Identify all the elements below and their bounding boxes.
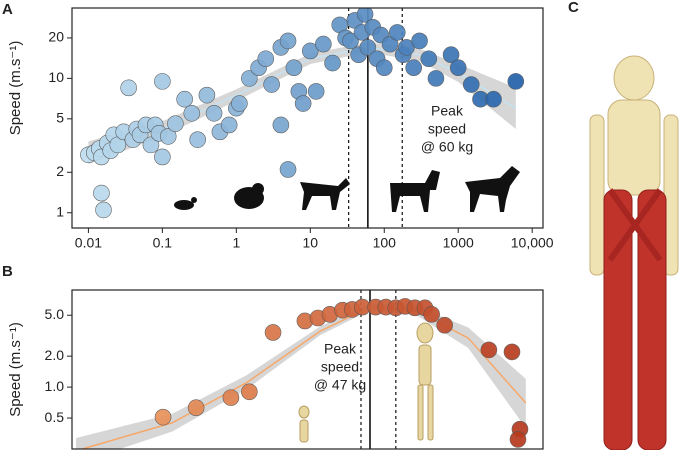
data-point	[93, 184, 110, 202]
data-point	[263, 76, 280, 93]
data-point	[205, 104, 223, 122]
data-point	[503, 343, 521, 361]
data-point	[388, 24, 406, 41]
data-point	[231, 95, 248, 112]
y-tick-label: 0.5	[45, 409, 65, 425]
annotation: Peak	[324, 341, 357, 357]
data-point	[279, 161, 297, 178]
data-point	[356, 8, 374, 23]
plot-area	[76, 290, 529, 449]
data-point	[427, 70, 445, 87]
y-tick-label: 20	[48, 29, 64, 45]
y-axis-label: Speed (m.s⁻¹)	[7, 322, 24, 417]
annotation: @ 47 kg	[314, 377, 366, 393]
data-point	[315, 35, 332, 53]
data-point	[375, 59, 393, 77]
data-point	[222, 389, 240, 406]
data-point	[272, 116, 290, 134]
annotation: speed	[428, 121, 466, 137]
data-point	[95, 201, 112, 219]
data-point	[507, 73, 525, 90]
data-point	[257, 50, 275, 68]
x-tick-label: 1	[232, 235, 240, 251]
data-point	[342, 32, 359, 50]
data-point	[324, 54, 341, 72]
data-point	[423, 306, 440, 323]
data-point	[405, 59, 422, 77]
data-point	[176, 90, 193, 108]
data-point	[187, 399, 205, 417]
data-point	[279, 32, 297, 50]
data-point	[167, 115, 184, 132]
annotation: Peak	[431, 103, 464, 119]
data-point	[420, 50, 438, 68]
data-point	[183, 104, 201, 122]
animal-silhouettes	[174, 166, 520, 212]
fit-band	[76, 303, 526, 449]
data-point	[154, 148, 171, 166]
y-tick-label: 5	[56, 110, 64, 126]
y-tick-label: 5.0	[45, 306, 65, 322]
panel-label: A	[2, 1, 13, 18]
data-point	[241, 70, 258, 87]
y-axis-label: Speed (m.s⁻¹)	[7, 41, 24, 136]
data-point	[442, 46, 460, 64]
data-point	[462, 76, 480, 93]
panel-label: C	[568, 0, 579, 16]
data-point	[294, 95, 312, 112]
plot-frame	[71, 7, 544, 229]
data-point	[449, 59, 467, 77]
data-point	[120, 79, 137, 97]
x-tick-label: 10,000	[511, 235, 554, 251]
data-point	[154, 73, 171, 90]
plot-area	[80, 8, 525, 228]
data-point	[480, 341, 498, 359]
x-tick-label: 10	[303, 235, 319, 251]
skeleton-figures	[298, 322, 434, 443]
data-point	[302, 42, 319, 60]
y-tick-label: 10	[48, 69, 64, 85]
data-point	[159, 128, 177, 145]
data-point	[241, 383, 258, 401]
data-point	[198, 86, 216, 104]
x-tick-label: 0.01	[75, 235, 102, 251]
data-point	[189, 131, 206, 148]
data-point	[285, 59, 303, 77]
data-point	[509, 431, 527, 448]
data-point	[307, 83, 325, 100]
y-tick-label: 2.0	[45, 347, 65, 363]
x-tick-label: 0.1	[153, 235, 173, 251]
data-point	[485, 90, 502, 108]
annotation: @ 60 kg	[421, 139, 473, 155]
musculoskeletal-model	[589, 55, 679, 450]
data-point	[220, 116, 238, 134]
x-tick-label: 1000	[443, 235, 474, 251]
data-point	[264, 324, 282, 341]
data-point	[142, 136, 160, 154]
annotation: speed	[321, 359, 359, 375]
data-point	[436, 316, 453, 334]
y-tick-label: 2	[56, 163, 64, 179]
data-point	[154, 408, 172, 426]
data-point	[411, 32, 428, 50]
fit-line	[79, 306, 527, 449]
y-tick-label: 1	[56, 203, 64, 219]
y-tick-label: 1.0	[45, 378, 65, 394]
x-tick-label: 100	[373, 235, 397, 251]
plot-frame	[71, 289, 544, 450]
panel-label: B	[2, 263, 13, 280]
data-point	[359, 39, 377, 56]
